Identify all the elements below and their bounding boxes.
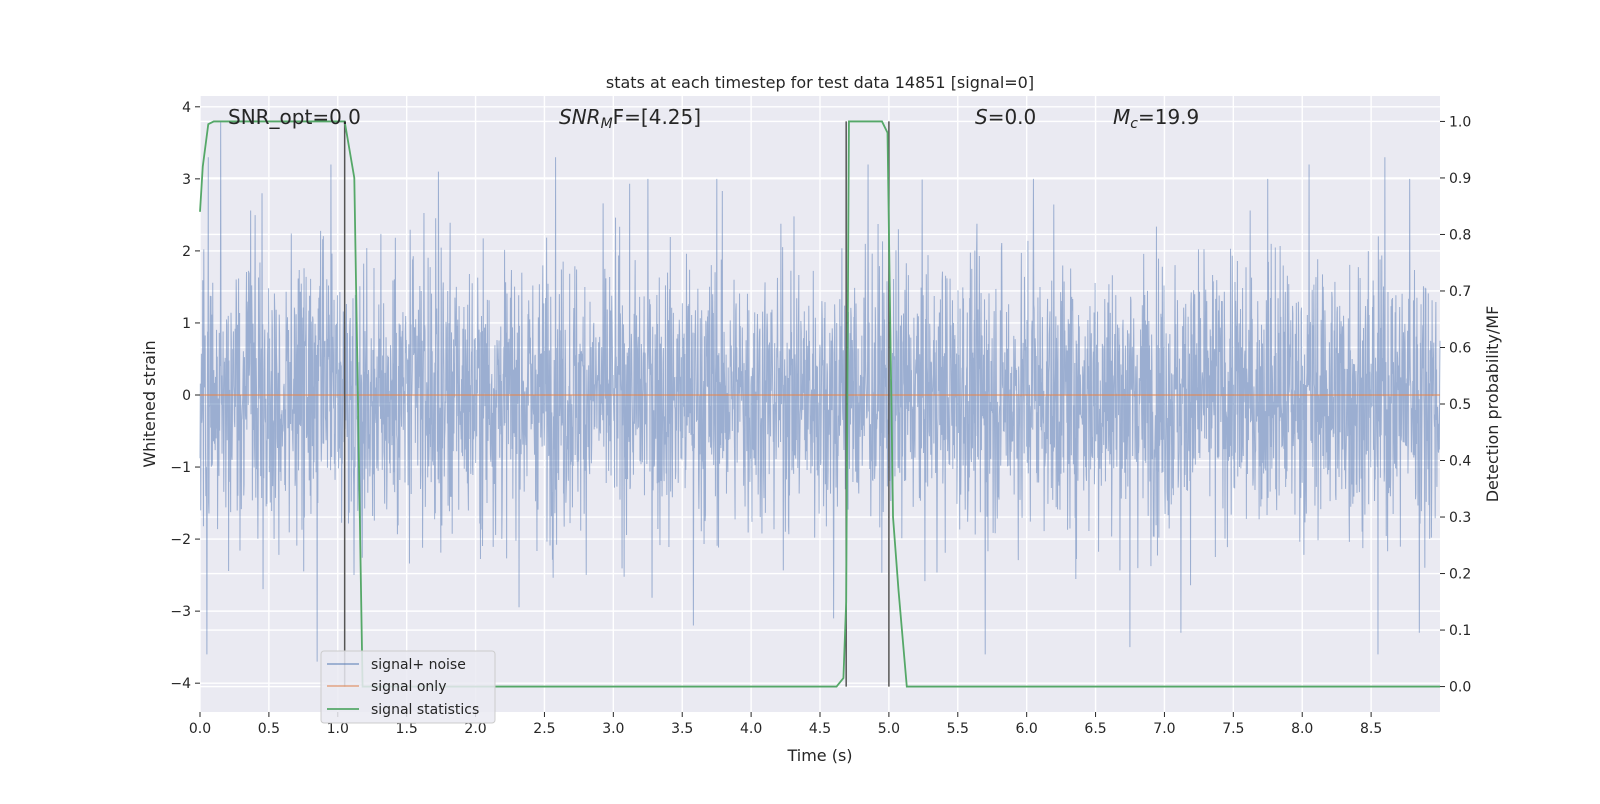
y-ticks: 4 3 2 1 0 −1 −2 −3 −4	[170, 100, 200, 692]
y2-tick-label-7: 0.3	[1449, 510, 1471, 526]
y2-tick-label-5: 0.5	[1449, 397, 1471, 413]
signal-statistics-line	[199, 120, 1440, 688]
legend: signal+ noise signal only signal statist…	[320, 650, 496, 724]
mc-sub: c	[1130, 116, 1138, 132]
mc-base: M	[1113, 105, 1130, 129]
y-tick-label-6: −2	[170, 532, 191, 548]
x-tick-label-14: 7.0	[1153, 721, 1175, 737]
x-tick-label-1: 0.5	[258, 721, 280, 737]
x-tick-label-12: 6.0	[1016, 721, 1038, 737]
s-base: S	[975, 105, 988, 129]
legend-box	[320, 650, 496, 724]
signal-noise-series	[199, 121, 1441, 662]
y-tick-label-2: 2	[182, 244, 191, 260]
x-ticks: 0.0 0.5 1.0 1.5 2.0 2.5 3.0 3.5 4.0 4.5 5.0 5.5 6.0 6…	[189, 712, 1382, 737]
chart-title: stats at each timestep for test data 148…	[606, 73, 1034, 92]
x-tick-label-15: 7.5	[1222, 721, 1244, 737]
y2-tick-label-9: 0.1	[1449, 623, 1471, 639]
x-tick-label-8: 4.0	[740, 721, 762, 737]
x-tick-label-16: 8.0	[1291, 721, 1313, 737]
y2-axis-label: Detection probability/MF	[1483, 306, 1502, 503]
signal-noise-line	[199, 121, 1441, 662]
signal-statistics-series	[199, 120, 1440, 688]
x-tick-label-2: 1.0	[327, 721, 349, 737]
x-tick-label-3: 1.5	[396, 721, 418, 737]
s-annotation: S=0.0	[975, 105, 1036, 129]
x-tick-label-9: 4.5	[809, 721, 831, 737]
y-tick-label-0: 4	[182, 100, 191, 116]
y-tick-label-4: 0	[182, 388, 191, 404]
s-rest: =0.0	[988, 105, 1037, 129]
y-tick-label-7: −3	[170, 604, 191, 620]
legend-label-stats: signal statistics	[371, 702, 479, 718]
snr-mf-annotation: SNRMF=[4.25]	[559, 105, 701, 132]
legend-label-signal: signal only	[371, 679, 446, 695]
x-tick-label-7: 3.5	[671, 721, 693, 737]
snr-mf-sub: M	[601, 116, 613, 132]
x-tick-label-6: 3.0	[602, 721, 624, 737]
x-tick-label-11: 5.5	[947, 721, 969, 737]
y2-tick-label-3: 0.7	[1449, 284, 1471, 300]
x-axis-label: Time (s)	[786, 746, 852, 765]
y2-tick-label-0: 1.0	[1449, 114, 1471, 130]
x-tick-label-17: 8.5	[1360, 721, 1382, 737]
y2-ticks: 1.0 0.9 0.8 0.7 0.6 0.5 0.4 0.3 0.2 0.1 0.0	[1440, 114, 1471, 696]
mc-rest: =19.9	[1138, 105, 1199, 129]
y-tick-label-5: −1	[170, 460, 191, 476]
y-tick-label-8: −4	[170, 676, 191, 692]
y2-tick-label-8: 0.2	[1449, 567, 1471, 583]
x-tick-label-10: 5.0	[878, 721, 900, 737]
y2-tick-label-10: 0.0	[1449, 680, 1471, 696]
snr-opt-annotation: SNR_opt=0.0	[228, 105, 361, 129]
x-tick-label-13: 6.5	[1084, 721, 1106, 737]
snr-mf-base: SNR	[559, 105, 601, 129]
legend-label-noise: signal+ noise	[371, 657, 466, 673]
y2-tick-label-1: 0.9	[1449, 171, 1471, 187]
y-tick-label-3: 1	[182, 316, 191, 332]
y2-tick-label-6: 0.4	[1449, 454, 1471, 470]
x-tick-label-0: 0.0	[189, 721, 211, 737]
mc-annotation: Mc=19.9	[1113, 105, 1199, 132]
snr-mf-rest: F=[4.25]	[613, 105, 701, 129]
x-tick-label-4: 2.0	[464, 721, 486, 737]
y-axis-label: Whitened strain	[140, 340, 159, 467]
y2-tick-label-2: 0.8	[1449, 227, 1471, 243]
y2-tick-label-4: 0.6	[1449, 340, 1471, 356]
x-tick-label-5: 2.5	[533, 721, 555, 737]
y-tick-label-1: 3	[182, 172, 191, 188]
